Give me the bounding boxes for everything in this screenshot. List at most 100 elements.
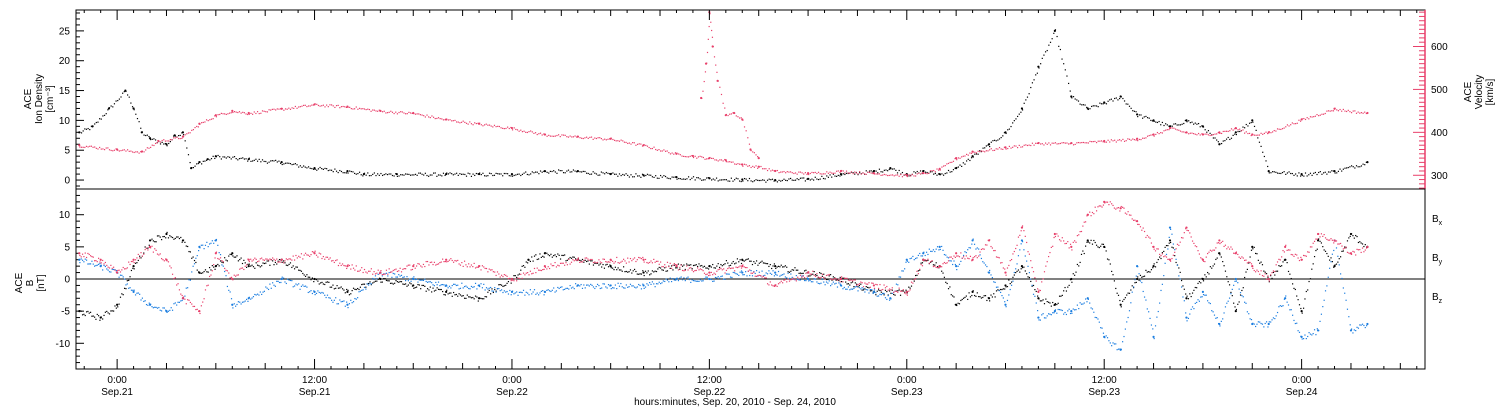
data-point	[287, 259, 289, 261]
data-point	[1131, 218, 1133, 220]
data-point	[312, 104, 315, 106]
data-point	[286, 162, 288, 164]
data-point	[210, 118, 213, 120]
data-point	[666, 261, 669, 263]
data-point	[359, 290, 361, 292]
data-point	[998, 257, 1000, 259]
data-point	[273, 258, 275, 261]
data-point	[1196, 301, 1198, 304]
data-point	[1005, 306, 1007, 308]
data-point	[1009, 288, 1011, 291]
data-point	[1295, 123, 1297, 125]
data-point	[880, 291, 882, 293]
data-point-key	[247, 297, 250, 300]
data-point	[265, 111, 267, 113]
data-point	[381, 275, 383, 277]
data-point	[203, 270, 205, 273]
data-point	[1287, 304, 1290, 306]
data-point-key	[1267, 170, 1270, 173]
data-point	[474, 282, 477, 284]
data-point	[517, 294, 519, 296]
data-point	[1083, 252, 1085, 255]
data-point	[347, 306, 349, 309]
data-point	[1316, 328, 1318, 330]
data-point	[148, 147, 150, 149]
data-point	[1072, 308, 1074, 310]
data-point	[1049, 144, 1052, 146]
data-point	[616, 256, 618, 259]
data-point	[961, 257, 963, 259]
data-point	[155, 241, 157, 243]
data-point	[431, 291, 433, 293]
data-point	[211, 270, 213, 272]
data-point	[350, 268, 352, 270]
data-point	[576, 171, 578, 173]
data-point	[98, 263, 100, 265]
data-point	[311, 104, 313, 106]
data-point	[451, 173, 453, 175]
data-point	[176, 236, 178, 238]
data-point	[763, 179, 765, 181]
data-point	[1098, 205, 1100, 207]
data-point	[1064, 311, 1066, 314]
data-point	[635, 270, 637, 273]
data-point	[1191, 240, 1194, 242]
data-point	[1056, 143, 1058, 145]
data-point	[303, 104, 305, 107]
top-right-tick-label: 400	[1431, 128, 1448, 139]
data-point	[832, 281, 834, 283]
data-point	[1066, 142, 1068, 144]
data-point	[721, 269, 723, 271]
data-point	[730, 161, 732, 163]
data-point	[708, 268, 710, 270]
data-point	[775, 267, 777, 270]
data-point	[474, 122, 476, 124]
data-point	[500, 284, 503, 286]
data-point	[607, 266, 610, 268]
data-point	[974, 153, 976, 155]
data-point	[1309, 172, 1312, 174]
data-point	[181, 294, 183, 297]
data-point	[701, 179, 703, 181]
data-point	[683, 178, 685, 180]
data-point	[704, 71, 707, 73]
data-point	[388, 268, 390, 270]
data-point	[1156, 121, 1159, 124]
data-point	[796, 178, 798, 180]
data-point	[658, 177, 660, 179]
data-point	[636, 175, 639, 177]
data-point	[291, 107, 293, 109]
data-point	[835, 282, 837, 284]
data-point	[348, 303, 351, 305]
data-point	[446, 261, 448, 263]
data-point	[1255, 271, 1257, 273]
data-point	[650, 174, 652, 176]
data-point	[310, 279, 312, 281]
data-point	[394, 282, 396, 284]
data-point	[258, 158, 260, 160]
data-point	[1031, 82, 1034, 84]
data-point	[494, 287, 496, 289]
data-point	[1283, 251, 1285, 253]
data-point	[1362, 163, 1364, 165]
data-point	[865, 286, 867, 288]
data-point	[209, 119, 211, 121]
data-point	[414, 173, 417, 175]
data-point	[1141, 281, 1143, 284]
data-point	[1360, 324, 1362, 326]
data-point	[671, 176, 673, 178]
data-point	[975, 152, 978, 154]
data-point	[507, 280, 510, 283]
data-point	[711, 179, 713, 181]
data-point	[1331, 261, 1333, 263]
data-point	[791, 269, 793, 271]
data-point	[391, 174, 394, 177]
data-point	[1094, 140, 1096, 143]
data-point	[1008, 264, 1010, 267]
data-point	[902, 290, 904, 292]
data-point	[850, 171, 853, 173]
data-point-key	[190, 167, 193, 170]
data-point	[646, 272, 648, 274]
data-point	[735, 262, 737, 264]
